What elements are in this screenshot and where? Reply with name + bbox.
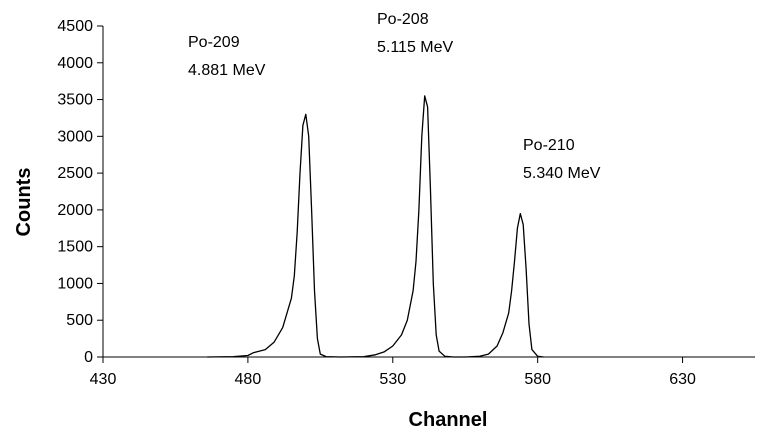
- peak-annotation-energy: 5.115 MeV: [377, 39, 454, 56]
- annotation-layer: Po-209 4.881 MeV Po-208 5.115 MeV Po-210 5.34…: [188, 11, 601, 182]
- y-tick-label: 2000: [57, 202, 93, 219]
- y-axis-title: Counts: [13, 168, 35, 237]
- x-tick-label: 530: [379, 371, 406, 388]
- peak-annotation-name: Po-209: [188, 34, 240, 51]
- x-tick-label: 480: [235, 371, 262, 388]
- y-tick-label: 1500: [57, 239, 93, 256]
- y-axis: 0 500 1000 1500 2000 2500 3000 3500 4000 4500: [57, 18, 104, 366]
- x-tick-label: 430: [90, 371, 117, 388]
- peak-annotation-name: Po-210: [523, 137, 575, 154]
- peak-annotation-name: Po-208: [377, 11, 429, 28]
- x-axis: 430 480 530 580 630: [90, 356, 755, 388]
- peak-annotation-energy: 4.881 MeV: [188, 62, 266, 79]
- x-axis-title: Channel: [409, 409, 488, 431]
- series-layer: [207, 95, 544, 358]
- peak-annotation-energy: 5.340 MeV: [523, 165, 601, 182]
- y-tick-label: 1000: [57, 275, 93, 292]
- spectrum-line: [207, 95, 544, 358]
- y-tick-label: 4500: [57, 18, 93, 35]
- y-tick-label: 3000: [57, 128, 93, 145]
- x-tick-label: 630: [669, 371, 696, 388]
- y-tick-label: 500: [66, 312, 93, 329]
- y-tick-label: 4000: [57, 55, 93, 72]
- y-tick-label: 0: [84, 349, 93, 366]
- y-tick-label: 3500: [57, 92, 93, 109]
- y-tick-label: 2500: [57, 165, 93, 182]
- x-tick-label: 580: [524, 371, 551, 388]
